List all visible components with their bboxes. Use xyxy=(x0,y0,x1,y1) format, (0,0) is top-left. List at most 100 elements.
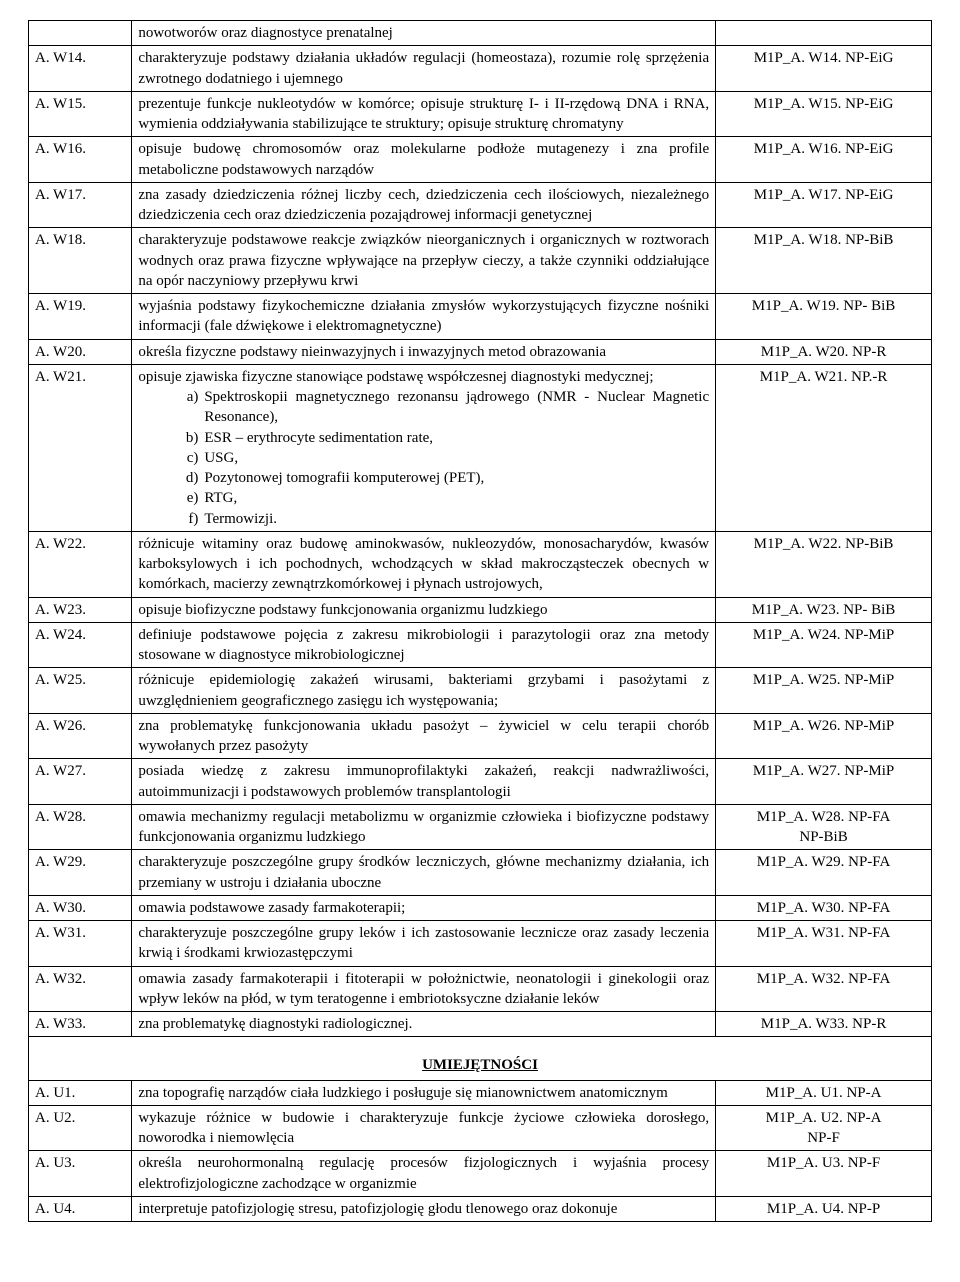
outcomes-table: nowotworów oraz diagnostyce prenatalnejA… xyxy=(28,20,932,1222)
code-cell: A. U3. xyxy=(29,1151,132,1197)
table-row: A. W18.charakteryzuje podstawowe reakcje… xyxy=(29,228,932,294)
table-row: A. W22.różnicuje witaminy oraz budowę am… xyxy=(29,531,932,597)
description-cell: różnicuje epidemiologię zakażeń wirusami… xyxy=(132,668,716,714)
code-cell: A. W29. xyxy=(29,850,132,896)
table-row: A. W16.opisuje budowę chromosomów oraz m… xyxy=(29,137,932,183)
reference-cell: M1P_A. W22. NP-BiB xyxy=(716,531,932,597)
description-cell: wyjaśnia podstawy fizykochemiczne działa… xyxy=(132,294,716,340)
table-row: A. W26.zna problematykę funkcjonowania u… xyxy=(29,713,932,759)
table-row: A. W30.omawia podstawowe zasady farmakot… xyxy=(29,895,932,920)
description-cell: interpretuje patofizjologię stresu, pato… xyxy=(132,1196,716,1221)
code-cell: A. W31. xyxy=(29,921,132,967)
table-row: A. U2.wykazuje różnice w budowie i chara… xyxy=(29,1105,932,1151)
sublist: a)Spektroskopii magnetycznego rezonansu … xyxy=(178,387,709,529)
table-row: A. U3.określa neurohormonalną regulację … xyxy=(29,1151,932,1197)
table-row: A. W27.posiada wiedzę z zakresu immunopr… xyxy=(29,759,932,805)
table-row: A. W31.charakteryzuje poszczególne grupy… xyxy=(29,921,932,967)
reference-cell: M1P_A. U3. NP-F xyxy=(716,1151,932,1197)
section-title: UMIEJĘTNOŚCI xyxy=(29,1037,932,1080)
code-cell: A. W33. xyxy=(29,1012,132,1037)
description-cell: nowotworów oraz diagnostyce prenatalnej xyxy=(132,21,716,46)
sublist-item: a)Spektroskopii magnetycznego rezonansu … xyxy=(178,387,709,428)
table-row: A. W19.wyjaśnia podstawy fizykochemiczne… xyxy=(29,294,932,340)
code-cell: A. W28. xyxy=(29,804,132,850)
code-cell: A. U1. xyxy=(29,1080,132,1105)
description-cell: charakteryzuje podstawowe reakcje związk… xyxy=(132,228,716,294)
description-cell: opisuje biofizyczne podstawy funkcjonowa… xyxy=(132,597,716,622)
description-cell: posiada wiedzę z zakresu immunoprofilakt… xyxy=(132,759,716,805)
table-row: A. W28.omawia mechanizmy regulacji metab… xyxy=(29,804,932,850)
description-cell: omawia zasady farmakoterapii i fitoterap… xyxy=(132,966,716,1012)
description-cell: omawia podstawowe zasady farmakoterapii; xyxy=(132,895,716,920)
table-row: A. W33.zna problematykę diagnostyki radi… xyxy=(29,1012,932,1037)
code-cell: A. W23. xyxy=(29,597,132,622)
reference-cell: M1P_A. W29. NP-FA xyxy=(716,850,932,896)
description-cell: opisuje zjawiska fizyczne stanowiące pod… xyxy=(132,364,716,531)
code-cell: A. W22. xyxy=(29,531,132,597)
reference-cell: M1P_A. W21. NP.-R xyxy=(716,364,932,531)
reference-cell: M1P_A. W31. NP-FA xyxy=(716,921,932,967)
code-cell: A. W19. xyxy=(29,294,132,340)
description-cell: określa neurohormonalną regulację proces… xyxy=(132,1151,716,1197)
table-row: A. W24.definiuje podstawowe pojęcia z za… xyxy=(29,622,932,668)
reference-cell: M1P_A. W28. NP-FANP-BiB xyxy=(716,804,932,850)
reference-cell: M1P_A. U1. NP-A xyxy=(716,1080,932,1105)
table-row: A. W32.omawia zasady farmakoterapii i fi… xyxy=(29,966,932,1012)
table-row: A. W23.opisuje biofizyczne podstawy funk… xyxy=(29,597,932,622)
sublist-item: b)ESR – erythrocyte sedimentation rate, xyxy=(178,428,709,448)
description-cell: prezentuje funkcje nukleotydów w komórce… xyxy=(132,91,716,137)
reference-cell: M1P_A. U4. NP-P xyxy=(716,1196,932,1221)
reference-cell: M1P_A. W25. NP-MiP xyxy=(716,668,932,714)
code-cell: A. W18. xyxy=(29,228,132,294)
reference-cell: M1P_A. W26. NP-MiP xyxy=(716,713,932,759)
code-cell: A. W32. xyxy=(29,966,132,1012)
code-cell: A. W25. xyxy=(29,668,132,714)
reference-cell: M1P_A. W33. NP-R xyxy=(716,1012,932,1037)
reference-cell: M1P_A. U2. NP-ANP-F xyxy=(716,1105,932,1151)
description-cell: charakteryzuje poszczególne grupy leków … xyxy=(132,921,716,967)
table-row: A. W20.określa fizyczne podstawy nieinwa… xyxy=(29,339,932,364)
description-cell: zna topografię narządów ciała ludzkiego … xyxy=(132,1080,716,1105)
reference-cell: M1P_A. W23. NP- BiB xyxy=(716,597,932,622)
code-cell: A. W21. xyxy=(29,364,132,531)
description-cell: zna problematykę funkcjonowania układu p… xyxy=(132,713,716,759)
reference-cell: M1P_A. W27. NP-MiP xyxy=(716,759,932,805)
description-cell: omawia mechanizmy regulacji metabolizmu … xyxy=(132,804,716,850)
code-cell: A. W30. xyxy=(29,895,132,920)
reference-cell: M1P_A. W30. NP-FA xyxy=(716,895,932,920)
description-cell: opisuje budowę chromosomów oraz molekula… xyxy=(132,137,716,183)
sublist-item: c)USG, xyxy=(178,448,709,468)
reference-cell: M1P_A. W20. NP-R xyxy=(716,339,932,364)
sublist-item: d)Pozytonowej tomografii komputerowej (P… xyxy=(178,468,709,488)
reference-cell: M1P_A. W24. NP-MiP xyxy=(716,622,932,668)
code-cell: A. W17. xyxy=(29,182,132,228)
description-cell: definiuje podstawowe pojęcia z zakresu m… xyxy=(132,622,716,668)
reference-cell xyxy=(716,21,932,46)
sublist-item: f)Termowizji. xyxy=(178,509,709,529)
description-cell: zna zasady dziedziczenia różnej liczby c… xyxy=(132,182,716,228)
reference-cell: M1P_A. W19. NP- BiB xyxy=(716,294,932,340)
reference-cell: M1P_A. W16. NP-EiG xyxy=(716,137,932,183)
table-row: A. W17.zna zasady dziedziczenia różnej l… xyxy=(29,182,932,228)
code-cell: A. W16. xyxy=(29,137,132,183)
table-row: A. W25.różnicuje epidemiologię zakażeń w… xyxy=(29,668,932,714)
code-cell: A. W27. xyxy=(29,759,132,805)
table-row: A. U1.zna topografię narządów ciała ludz… xyxy=(29,1080,932,1105)
table-row: A. W21.opisuje zjawiska fizyczne stanowi… xyxy=(29,364,932,531)
sublist-item: e)RTG, xyxy=(178,488,709,508)
reference-cell: M1P_A. W32. NP-FA xyxy=(716,966,932,1012)
description-cell: zna problematykę diagnostyki radiologicz… xyxy=(132,1012,716,1037)
description-cell: wykazuje różnice w budowie i charakteryz… xyxy=(132,1105,716,1151)
code-cell: A. W14. xyxy=(29,46,132,92)
code-cell: A. W15. xyxy=(29,91,132,137)
description-cell: charakteryzuje poszczególne grupy środkó… xyxy=(132,850,716,896)
table-row: nowotworów oraz diagnostyce prenatalnej xyxy=(29,21,932,46)
reference-cell: M1P_A. W17. NP-EiG xyxy=(716,182,932,228)
description-cell: charakteryzuje podstawy działania układó… xyxy=(132,46,716,92)
reference-cell: M1P_A. W18. NP-BiB xyxy=(716,228,932,294)
code-cell: A. W20. xyxy=(29,339,132,364)
table-row: A. W29.charakteryzuje poszczególne grupy… xyxy=(29,850,932,896)
code-cell: A. U2. xyxy=(29,1105,132,1151)
section-header-row: UMIEJĘTNOŚCI xyxy=(29,1037,932,1080)
description-cell: określa fizyczne podstawy nieinwazyjnych… xyxy=(132,339,716,364)
